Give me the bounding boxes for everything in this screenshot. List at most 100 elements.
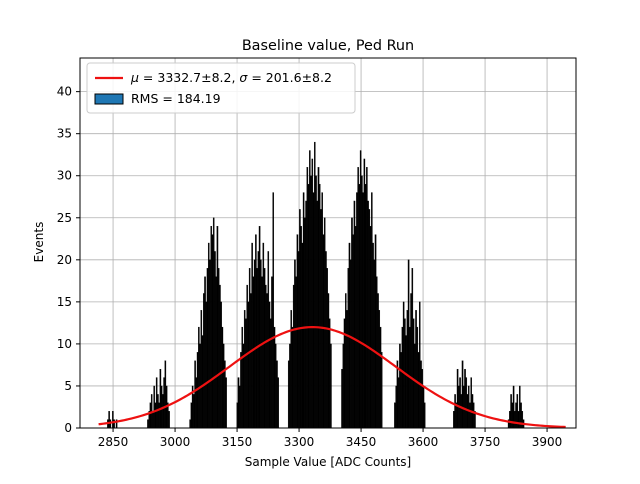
histogram-bar: [380, 352, 383, 429]
histogram-bar: [219, 284, 221, 429]
histogram-bar: [261, 276, 263, 429]
histogram-bar: [347, 268, 350, 429]
histogram-bar: [328, 318, 331, 429]
histogram-bar: [320, 209, 322, 429]
x-tick-label: 3900: [532, 435, 563, 449]
y-tick-label: 10: [57, 337, 72, 351]
histogram-bar: [361, 175, 363, 429]
histogram-bar: [241, 326, 244, 429]
histogram-bar: [154, 402, 157, 429]
chart-title: Baseline value, Ped Run: [242, 38, 414, 54]
histogram-bar: [238, 385, 241, 429]
histogram-bar: [216, 226, 219, 429]
histogram-bar: [363, 158, 366, 429]
histogram-bar: [237, 377, 240, 429]
x-tick-label: 3150: [222, 435, 253, 449]
gaussian-fit-curve: [98, 325, 566, 429]
histogram-bar: [322, 234, 325, 429]
histogram-bar: [204, 276, 206, 429]
histogram-bar: [248, 268, 251, 429]
histogram-bar: [397, 377, 400, 429]
histogram-bar: [299, 209, 301, 429]
histogram-bar: [225, 377, 227, 429]
x-tick-label: 3750: [470, 435, 501, 449]
histogram-bar: [220, 301, 222, 429]
histogram-bar: [203, 293, 205, 429]
histogram-bar: [240, 352, 242, 429]
histogram-bar: [311, 158, 314, 429]
histogram-bar: [152, 411, 154, 429]
histogram-bar: [247, 301, 250, 429]
histogram-bar: [415, 310, 417, 429]
histogram-bar: [362, 192, 364, 429]
histogram-bar: [377, 293, 379, 429]
histogram-bar: [352, 234, 354, 429]
histogram-bar: [245, 318, 247, 429]
histogram-bar: [198, 326, 200, 429]
histogram-bar: [164, 360, 167, 429]
histogram-bar: [327, 293, 330, 429]
histogram-bar: [147, 419, 149, 429]
histogram-bar: [292, 284, 295, 429]
histogram-bar: [367, 200, 369, 429]
histogram-bar: [517, 411, 520, 429]
histogram-bar: [411, 268, 414, 429]
histogram-bar: [341, 368, 343, 429]
histogram-bar: [108, 411, 110, 429]
histogram-bar: [269, 318, 272, 429]
histogram-bar: [266, 293, 268, 429]
histogram-bar: [416, 326, 419, 429]
histogram-bar: [456, 368, 459, 429]
histogram-bar: [464, 368, 466, 429]
histogram-bar: [321, 192, 323, 429]
histogram-bar: [155, 377, 158, 429]
histogram-bar: [412, 318, 415, 429]
y-axis-label: Events: [32, 222, 46, 263]
histogram-bar: [214, 251, 216, 429]
histogram-bar: [349, 259, 352, 429]
histogram-bar: [406, 310, 409, 429]
histogram-bar: [287, 360, 290, 429]
histogram-bar: [372, 242, 374, 429]
histogram-bar: [357, 167, 359, 429]
x-tick-label: 3300: [284, 435, 315, 449]
plot-frame: [79, 57, 577, 429]
histogram-bar: [200, 310, 203, 429]
histogram-bar: [215, 276, 217, 429]
histogram-bar: [369, 226, 372, 429]
histogram-bar: [470, 377, 472, 429]
histogram-bars: [107, 141, 525, 429]
histogram-bar: [511, 402, 514, 429]
histogram-bar: [258, 226, 261, 429]
histogram-bar: [272, 192, 275, 429]
histogram-bar: [459, 377, 461, 429]
legend-label: RMS = 184.19: [131, 91, 221, 106]
histogram-bar: [189, 419, 191, 429]
histogram-bar: [469, 402, 471, 429]
y-tick-label: 30: [57, 169, 72, 183]
histogram-bar: [211, 234, 214, 429]
histogram-bar: [323, 217, 326, 429]
x-tick-label: 2850: [98, 435, 129, 449]
histogram-bar: [342, 343, 345, 429]
histogram-bar: [317, 167, 320, 429]
histogram-bar: [395, 385, 397, 429]
histogram-bar: [356, 192, 358, 429]
histogram-bar: [400, 352, 402, 429]
histogram-bar: [276, 360, 278, 429]
histogram-bar: [158, 402, 160, 429]
histogram-bar: [325, 251, 327, 429]
histogram-bar: [472, 402, 475, 429]
histogram-bar: [401, 326, 404, 429]
histogram-bar: [454, 394, 456, 429]
legend-histogram-swatch: [94, 93, 124, 105]
y-tick-label: 0: [64, 421, 72, 435]
histogram-bar: [358, 183, 361, 429]
histogram-bar: [414, 343, 416, 429]
histogram-bar: [112, 411, 114, 429]
histogram-bar: [222, 343, 225, 429]
histogram-bar: [113, 419, 115, 429]
histogram-bar: [373, 259, 376, 429]
histogram-bar: [209, 259, 211, 429]
x-tick-label: 3600: [408, 435, 439, 449]
